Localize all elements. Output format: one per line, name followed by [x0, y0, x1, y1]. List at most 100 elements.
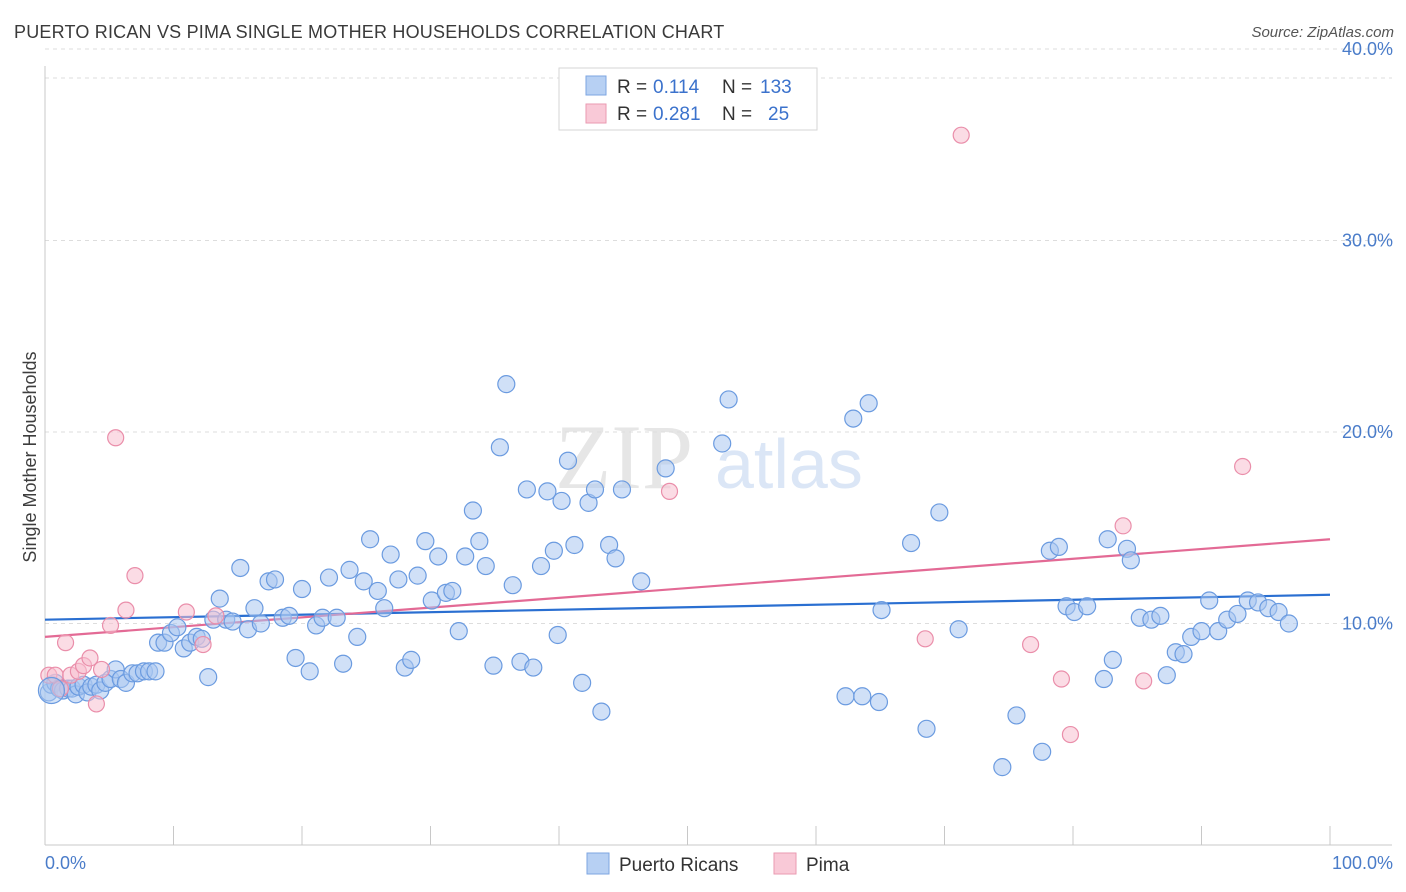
puerto-rican-point — [719, 390, 738, 409]
puerto-rican-point — [361, 530, 380, 549]
pima-point — [56, 634, 75, 652]
puerto-rican-point — [1103, 650, 1122, 669]
pima-point — [177, 603, 195, 621]
pima-point — [1052, 670, 1071, 688]
puerto-rican-point — [538, 482, 557, 501]
puerto-rican-point — [251, 614, 270, 633]
pima-point — [117, 601, 135, 619]
puerto-rican-point — [592, 702, 611, 721]
puerto-rican-point — [286, 648, 305, 668]
puerto-rican-point — [1098, 530, 1117, 549]
puerto-rican-point — [548, 625, 567, 645]
pima-point — [660, 482, 679, 500]
puerto-rican-point — [503, 576, 522, 595]
puerto-rican-point — [573, 673, 592, 692]
data-points — [37, 126, 1298, 777]
puerto-rican-point — [544, 541, 563, 560]
pima-point — [92, 660, 111, 679]
puerto-rican-point — [1121, 551, 1140, 570]
puerto-rican-point — [348, 627, 367, 647]
puerto-rican-point — [552, 491, 571, 511]
pima-point — [87, 695, 106, 713]
puerto-rican-point — [1157, 666, 1176, 685]
legend-swatch-pink — [585, 103, 607, 124]
pima-point — [107, 429, 125, 447]
puerto-rican-point — [1279, 614, 1298, 633]
legend-n-value: 25 — [768, 104, 789, 125]
puerto-rican-point — [917, 719, 936, 738]
puerto-rican-point — [531, 556, 551, 576]
puerto-rican-point — [280, 606, 299, 625]
series-label-pima: Pima — [806, 855, 850, 876]
puerto-rican-point — [497, 375, 516, 394]
series-swatch-pima — [773, 852, 797, 875]
pima-point — [1021, 635, 1040, 654]
puerto-rican-point — [245, 599, 264, 618]
legend-n-label: N = — [722, 104, 752, 125]
puerto-rican-point — [199, 668, 218, 687]
puerto-rican-point — [416, 532, 435, 551]
puerto-rican-point — [443, 581, 462, 601]
puerto-rican-point — [1151, 606, 1170, 625]
puerto-rican-point — [402, 650, 421, 669]
pima-point — [1061, 725, 1080, 744]
puerto-rican-point — [632, 572, 651, 591]
pima-point — [952, 126, 970, 144]
puerto-rican-point — [484, 656, 503, 675]
series-legend: Puerto Ricans Pima — [586, 852, 850, 876]
series-label-puerto-ricans: Puerto Ricans — [619, 855, 738, 876]
pima-point — [1114, 517, 1132, 535]
puerto-rican-point — [853, 687, 872, 706]
puerto-rican-point — [585, 480, 605, 499]
legend-r-label: R = — [617, 77, 647, 98]
puerto-rican-point — [456, 547, 475, 566]
series-swatch-puerto-ricans — [586, 852, 610, 875]
puerto-rican-point — [836, 687, 855, 706]
puerto-rican-point — [859, 394, 878, 413]
puerto-rican-point — [334, 654, 353, 673]
legend-n-value: 133 — [760, 77, 792, 98]
puerto-rican-point — [223, 612, 242, 631]
y-tick-label: 10.0% — [1342, 614, 1393, 634]
pima-point — [81, 649, 99, 667]
puerto-rican-point — [210, 589, 229, 608]
puerto-rican-point — [449, 622, 468, 641]
puerto-rican-point — [949, 620, 968, 639]
puerto-rican-point — [319, 568, 339, 587]
puerto-rican-point — [368, 581, 387, 601]
puerto-rican-point — [168, 618, 187, 637]
legend-r-value: 0.114 — [653, 77, 700, 98]
puerto-rican-point — [476, 556, 495, 576]
puerto-rican-point — [408, 566, 427, 585]
puerto-rican-point — [517, 480, 536, 499]
puerto-rican-point — [930, 503, 949, 522]
puerto-rican-point — [327, 608, 346, 627]
puerto-rican-point — [656, 459, 675, 478]
pima-point — [126, 567, 144, 585]
puerto-rican-point — [375, 599, 394, 618]
puerto-rican-point — [524, 658, 543, 677]
puerto-rican-point — [292, 579, 312, 599]
chart-title: PUERTO RICAN VS PIMA SINGLE MOTHER HOUSE… — [14, 22, 725, 42]
puerto-rican-point — [389, 570, 408, 589]
puerto-rican-point — [422, 591, 441, 610]
grid-lines — [45, 48, 1392, 624]
puerto-rican-point — [1228, 604, 1247, 624]
y-tick-label: 30.0% — [1342, 231, 1393, 251]
puerto-rican-point — [37, 676, 66, 705]
puerto-rican-point — [1049, 537, 1068, 557]
chart-source: Source: ZipAtlas.com — [1251, 24, 1394, 41]
puerto-rican-point — [606, 549, 625, 568]
puerto-rican-point — [265, 570, 285, 589]
puerto-rican-point — [354, 572, 373, 591]
puerto-rican-point — [463, 501, 483, 520]
puerto-rican-point — [565, 535, 584, 555]
puerto-rican-point — [1174, 645, 1193, 664]
puerto-rican-point — [713, 434, 732, 453]
puerto-rican-point — [869, 692, 889, 712]
legend-r-label: R = — [617, 104, 647, 125]
correlation-legend: R = 0.114 N = 133 R = 0.281 N = 25 — [558, 67, 818, 131]
puerto-rican-point — [146, 662, 165, 681]
x-tick-label: 100.0% — [1332, 853, 1393, 873]
